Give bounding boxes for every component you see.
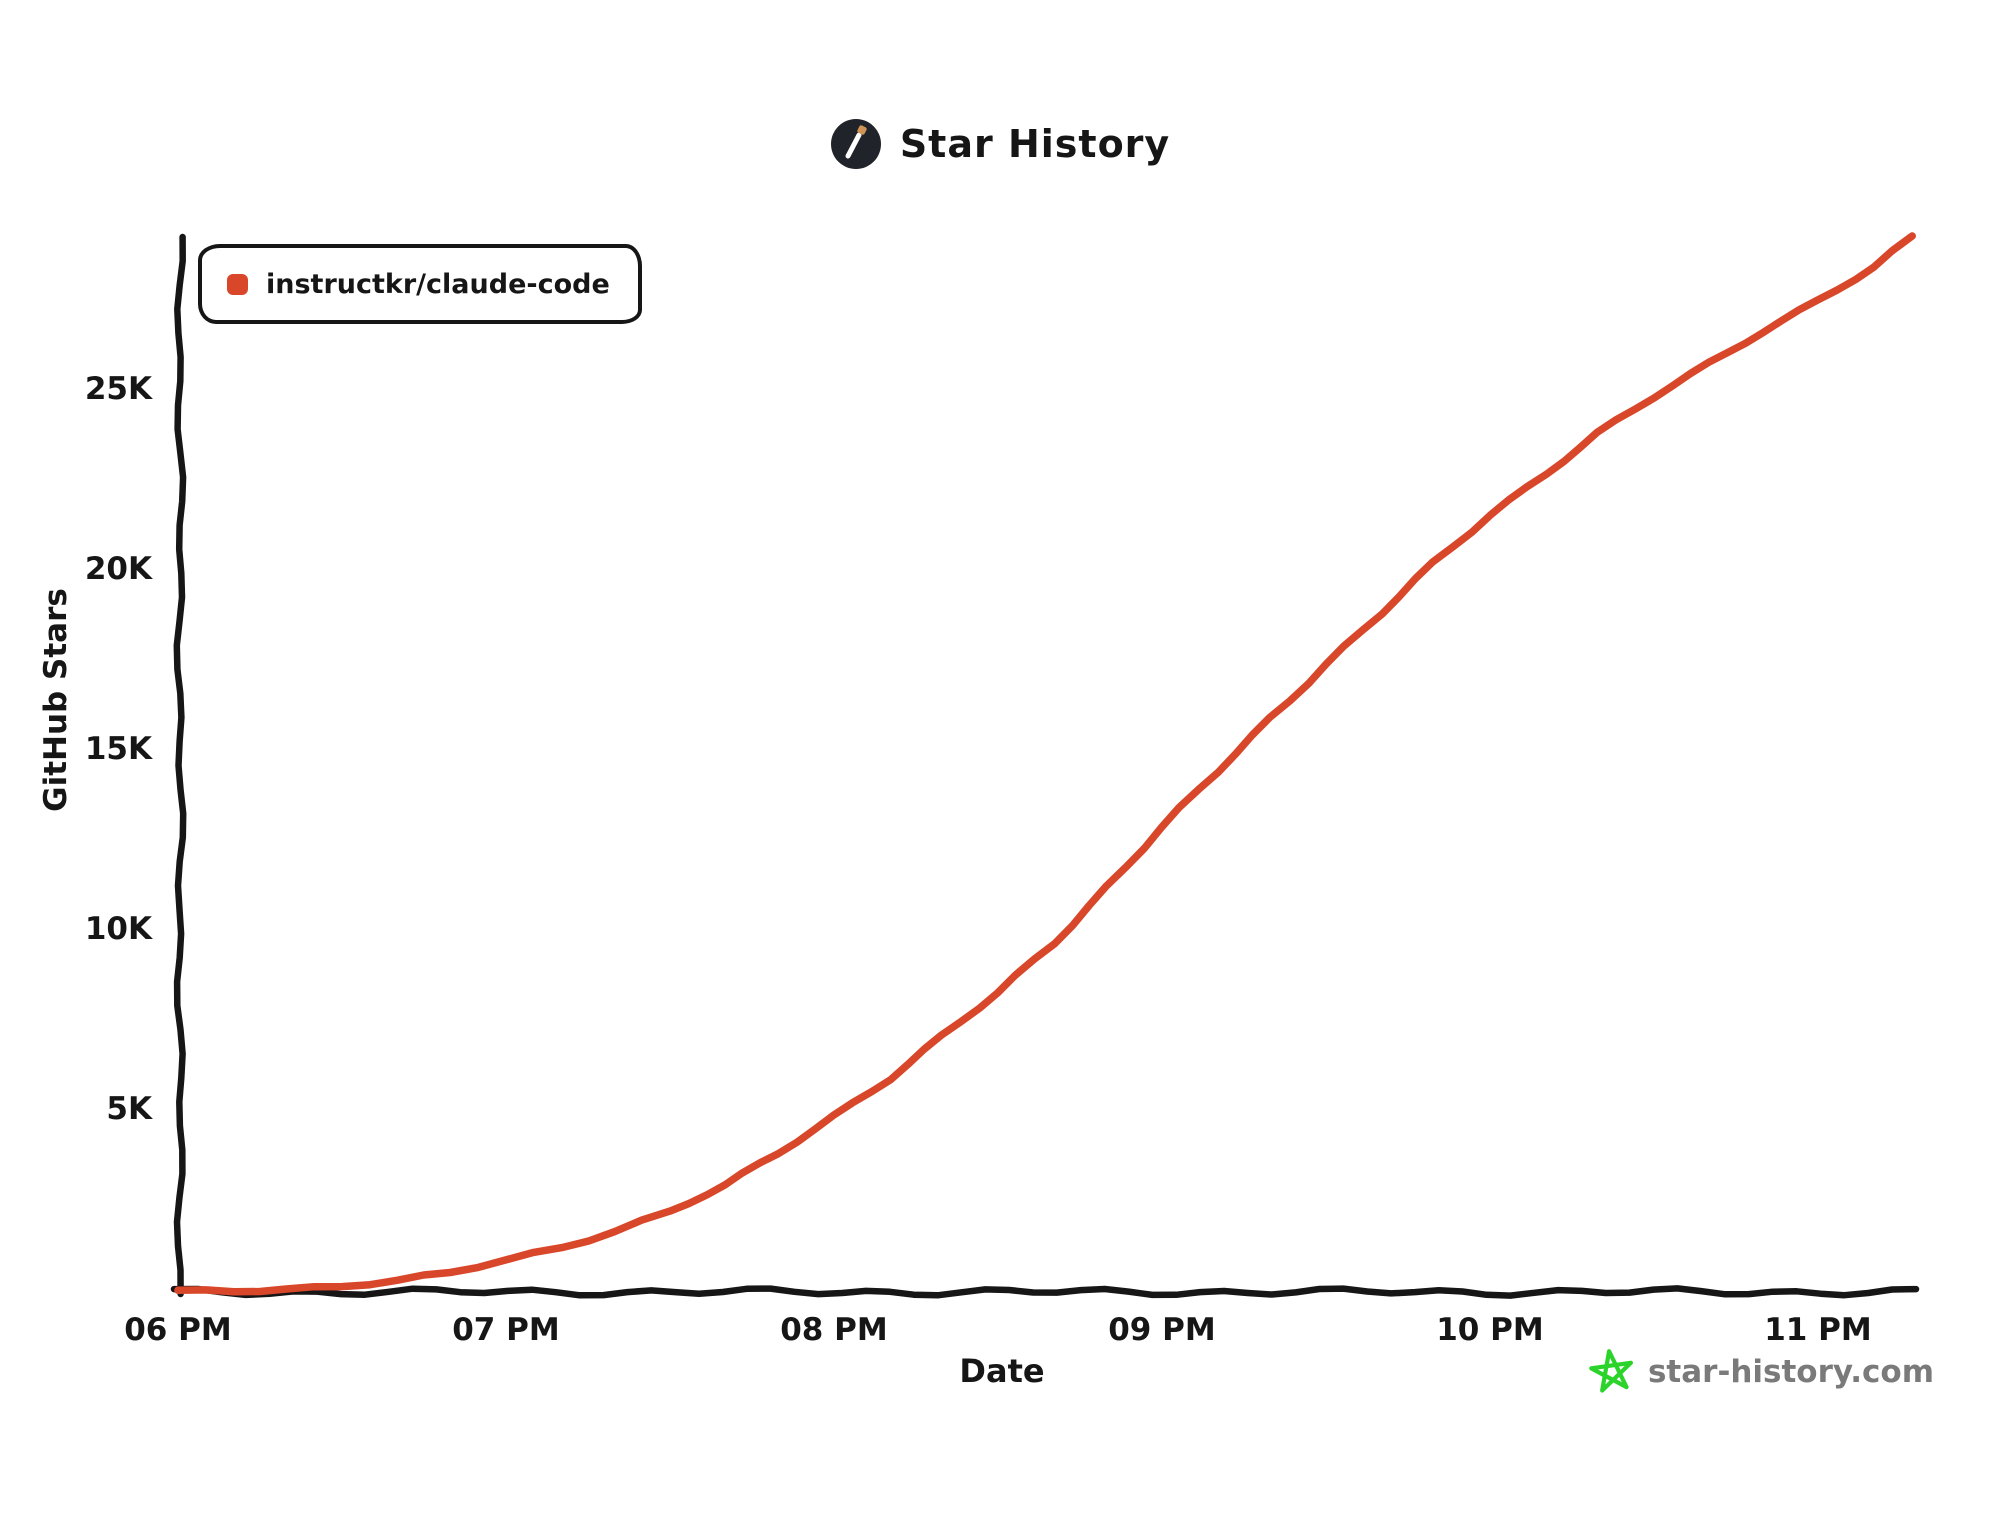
y-tick-label: 20K — [84, 551, 152, 587]
y-tick-label: 25K — [84, 371, 152, 407]
watermark: star-history.com — [1588, 1348, 1934, 1396]
watermark-text: star-history.com — [1647, 1354, 1934, 1390]
x-tick-label: 08 PM — [780, 1312, 888, 1348]
y-tick-label: 15K — [84, 731, 152, 767]
star-icon — [1589, 1349, 1633, 1393]
x-tick-label: 09 PM — [1108, 1312, 1216, 1348]
legend-series-label: instructkr/claude-code — [266, 268, 610, 300]
y-axis-line — [173, 233, 187, 1298]
x-tick-label: 07 PM — [452, 1312, 560, 1348]
x-tick-label: 11 PM — [1764, 1312, 1872, 1348]
y-axis-title: GitHub Stars — [38, 588, 74, 812]
x-tick-label: 06 PM — [124, 1312, 232, 1348]
legend: instructkr/claude-code — [198, 244, 642, 324]
x-axis-title: Date — [959, 1352, 1045, 1390]
x-tick-label: 10 PM — [1436, 1312, 1544, 1348]
y-tick-label: 10K — [84, 911, 152, 947]
series-line — [174, 232, 1916, 1296]
chart-title: Star History — [899, 122, 1171, 166]
chart-title-row: Star History — [0, 118, 2000, 170]
legend-swatch — [227, 273, 248, 295]
x-axis-line — [170, 1285, 1920, 1299]
star-history-logo-icon — [830, 119, 881, 169]
y-tick-label: 5K — [106, 1091, 152, 1127]
